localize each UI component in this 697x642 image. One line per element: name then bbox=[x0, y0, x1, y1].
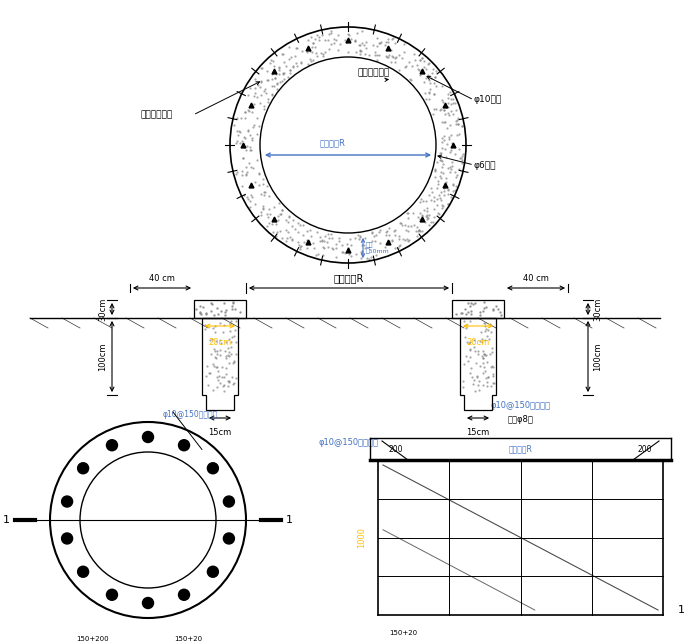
Text: 150+20: 150+20 bbox=[174, 636, 202, 642]
Text: 桩基直径R: 桩基直径R bbox=[320, 138, 346, 147]
Circle shape bbox=[142, 431, 153, 442]
Text: 护壁
厚50mm: 护壁 厚50mm bbox=[366, 242, 390, 254]
Circle shape bbox=[208, 463, 218, 474]
Text: 150+200: 150+200 bbox=[77, 636, 109, 642]
Text: 150+20: 150+20 bbox=[389, 630, 417, 636]
Circle shape bbox=[107, 589, 118, 600]
Text: 15cm: 15cm bbox=[208, 428, 231, 437]
Text: 100cm: 100cm bbox=[98, 342, 107, 370]
Text: φ10@150均匀布置: φ10@150均匀布置 bbox=[491, 401, 551, 410]
Text: φ6圈筋: φ6圈筋 bbox=[474, 160, 496, 169]
Text: φ10主筋: φ10主筋 bbox=[474, 96, 503, 105]
Text: 1: 1 bbox=[286, 515, 293, 525]
Text: 15cm: 15cm bbox=[466, 428, 489, 437]
Circle shape bbox=[77, 566, 89, 577]
Circle shape bbox=[61, 496, 72, 507]
Text: 200: 200 bbox=[638, 444, 652, 453]
Circle shape bbox=[178, 589, 190, 600]
Text: 桩基直径R: 桩基直径R bbox=[509, 444, 533, 453]
Circle shape bbox=[107, 440, 118, 451]
Circle shape bbox=[224, 533, 234, 544]
Text: 护壁内轮廓线: 护壁内轮廓线 bbox=[358, 68, 390, 77]
Circle shape bbox=[77, 463, 89, 474]
Circle shape bbox=[208, 566, 218, 577]
Text: φ10@150均匀布置: φ10@150均匀布置 bbox=[319, 438, 379, 447]
Text: 100cm: 100cm bbox=[593, 342, 602, 370]
Text: 30cm: 30cm bbox=[593, 297, 602, 321]
Circle shape bbox=[142, 598, 153, 609]
Circle shape bbox=[178, 440, 190, 451]
Text: 桩基直径R: 桩基直径R bbox=[334, 273, 365, 283]
Text: 20cm: 20cm bbox=[208, 338, 231, 347]
Text: 钢笼φ8图: 钢笼φ8图 bbox=[507, 415, 533, 424]
Text: 1: 1 bbox=[678, 605, 685, 615]
Text: 锁口外轮廓线: 锁口外轮廓线 bbox=[141, 110, 173, 119]
Text: 20cm: 20cm bbox=[466, 338, 489, 347]
Circle shape bbox=[61, 533, 72, 544]
Text: 30cm: 30cm bbox=[98, 297, 107, 321]
Text: φ10@150均匀布置: φ10@150均匀布置 bbox=[163, 410, 218, 419]
Text: 40 cm: 40 cm bbox=[523, 274, 549, 283]
Text: 40 cm: 40 cm bbox=[149, 274, 175, 283]
Text: 200: 200 bbox=[389, 444, 404, 453]
Circle shape bbox=[224, 496, 234, 507]
Text: 1: 1 bbox=[3, 515, 10, 525]
Text: 1000: 1000 bbox=[357, 527, 366, 548]
